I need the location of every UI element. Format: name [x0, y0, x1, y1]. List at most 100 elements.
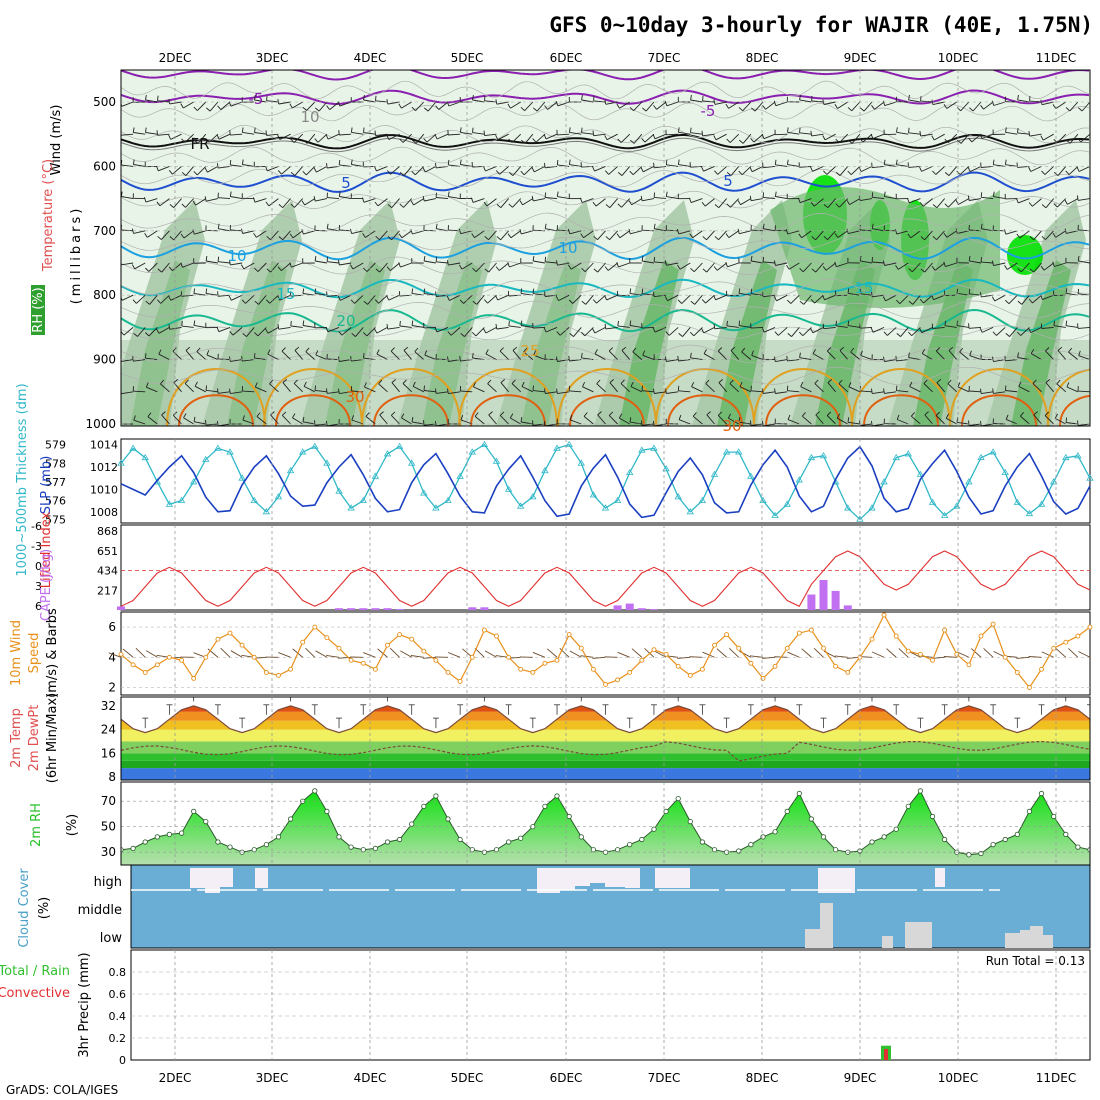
- wind-barb-flag: [569, 414, 573, 420]
- wind-barb-flag: [629, 170, 634, 176]
- wind-barb: [692, 230, 703, 239]
- wind-barb: [414, 166, 425, 176]
- wind-barb: [597, 414, 606, 425]
- wind-barb-flag: [1020, 412, 1025, 417]
- wind-barb: [423, 326, 436, 329]
- thickness-marker: [1001, 468, 1009, 475]
- wind-barb-flag: [399, 172, 405, 176]
- wind-barb: [160, 294, 170, 304]
- wind-barb: [763, 391, 776, 394]
- wind-barb-flag: [642, 350, 646, 356]
- rh-marker: [614, 847, 621, 853]
- rh-marker: [457, 836, 463, 843]
- rh-marker: [445, 816, 451, 822]
- wind-barb: [909, 198, 921, 204]
- wind-barb: [351, 164, 364, 167]
- rh-plume-core: [422, 260, 482, 426]
- slp-line: [120, 445, 1091, 519]
- wind-barb-flag: [483, 299, 488, 304]
- wind-barb-flag: [729, 379, 734, 384]
- wind-barb-flag: [860, 350, 863, 356]
- wind-barb-flag: [717, 347, 723, 352]
- wind-barb: [859, 326, 873, 329]
- rh-legend-box: [31, 285, 45, 335]
- wind-barb: [983, 101, 994, 110]
- wind-barb: [569, 230, 582, 235]
- wind-barb: [306, 101, 316, 111]
- wind-barb: [872, 391, 885, 395]
- wind-barb: [121, 134, 122, 135]
- wind-barb: [921, 165, 933, 172]
- wind-barb-flag: [1077, 255, 1080, 261]
- wind-barb-flag: [472, 95, 474, 101]
- wind-barb-flag: [131, 228, 134, 234]
- wind-barb-flag: [277, 99, 280, 105]
- wind-barb: [666, 391, 679, 394]
- wind-barb-flag: [507, 233, 512, 238]
- wind-barb: [823, 101, 836, 105]
- rh-marker: [336, 834, 342, 840]
- wind-barb-flag: [664, 260, 667, 266]
- wind-barb: [508, 325, 521, 328]
- wind-barb: [496, 101, 509, 105]
- wind-barb-flag: [943, 233, 948, 238]
- thickness-axis-label: 1000~500mb Thickness (dm): [15, 383, 30, 576]
- wind-barb-flag: [205, 288, 208, 294]
- rh-plume: [121, 200, 205, 426]
- wind-barb: [379, 230, 388, 241]
- wind-barb-flag: [158, 349, 162, 355]
- wind-speed-marker: [1002, 654, 1008, 660]
- wind-barb: [923, 383, 933, 393]
- wind-barb-flag: [823, 170, 828, 175]
- wind-speed-marker: [215, 636, 221, 642]
- wind-barb-flag: [184, 379, 189, 384]
- wind-barb-flag: [338, 388, 340, 394]
- wind-speed-marker: [154, 662, 160, 668]
- wind-barb: [282, 230, 291, 241]
- wind-speed-marker: [1063, 639, 1069, 645]
- precip-bars: 00.20.40.60.8: [109, 966, 1090, 1067]
- wind-speed-marker: [542, 660, 548, 666]
- wind-barb: [339, 359, 352, 362]
- slp-tick-label: 1014: [90, 439, 118, 452]
- contour-label: 5: [723, 172, 733, 190]
- wind-barb: [160, 383, 170, 393]
- wind-barb-flag: [617, 138, 622, 143]
- wind-barb-flag: [423, 288, 426, 294]
- wind-barb-flag: [1045, 347, 1050, 352]
- rh2m-axis-label: 2m RH: [29, 803, 44, 847]
- thickness-marker: [965, 478, 973, 485]
- thickness-marker: [517, 502, 525, 509]
- wind-barb: [218, 391, 231, 394]
- wind-barb-flag: [543, 134, 547, 140]
- wind-barb-flag: [896, 414, 900, 420]
- temp-line: [121, 705, 1090, 734]
- rh-marker: [881, 834, 887, 840]
- wind-barb: [934, 262, 945, 271]
- wind-barb-flag: [265, 130, 267, 136]
- wind-barb-flag: [604, 295, 608, 301]
- precip-total-label: Total / Rain: [0, 964, 70, 979]
- wind-barb-flag: [786, 264, 790, 270]
- wind-barb-flag: [774, 356, 776, 362]
- wind-barb: [859, 390, 873, 393]
- thickness-marker: [407, 459, 416, 466]
- rh-marker: [1002, 836, 1008, 843]
- wind-barb: [642, 165, 655, 173]
- wind-barb: [884, 391, 897, 394]
- wind-barb-flag: [206, 350, 210, 356]
- wind-speed-marker: [312, 624, 318, 630]
- wind-barb-flag: [390, 411, 396, 416]
- wind-barb: [181, 325, 194, 328]
- wind-barb-flag: [543, 420, 546, 426]
- rh-marker: [1014, 831, 1020, 838]
- wind-barb: [532, 326, 545, 329]
- wind-barb-flag: [1065, 288, 1068, 294]
- wind-barb-flag: [204, 167, 208, 173]
- wind-barb: [379, 262, 388, 273]
- wind-barb: [803, 294, 812, 305]
- wind-barb: [775, 359, 788, 363]
- wind-barb-flag: [604, 135, 608, 140]
- cloud-low-block: [820, 903, 833, 948]
